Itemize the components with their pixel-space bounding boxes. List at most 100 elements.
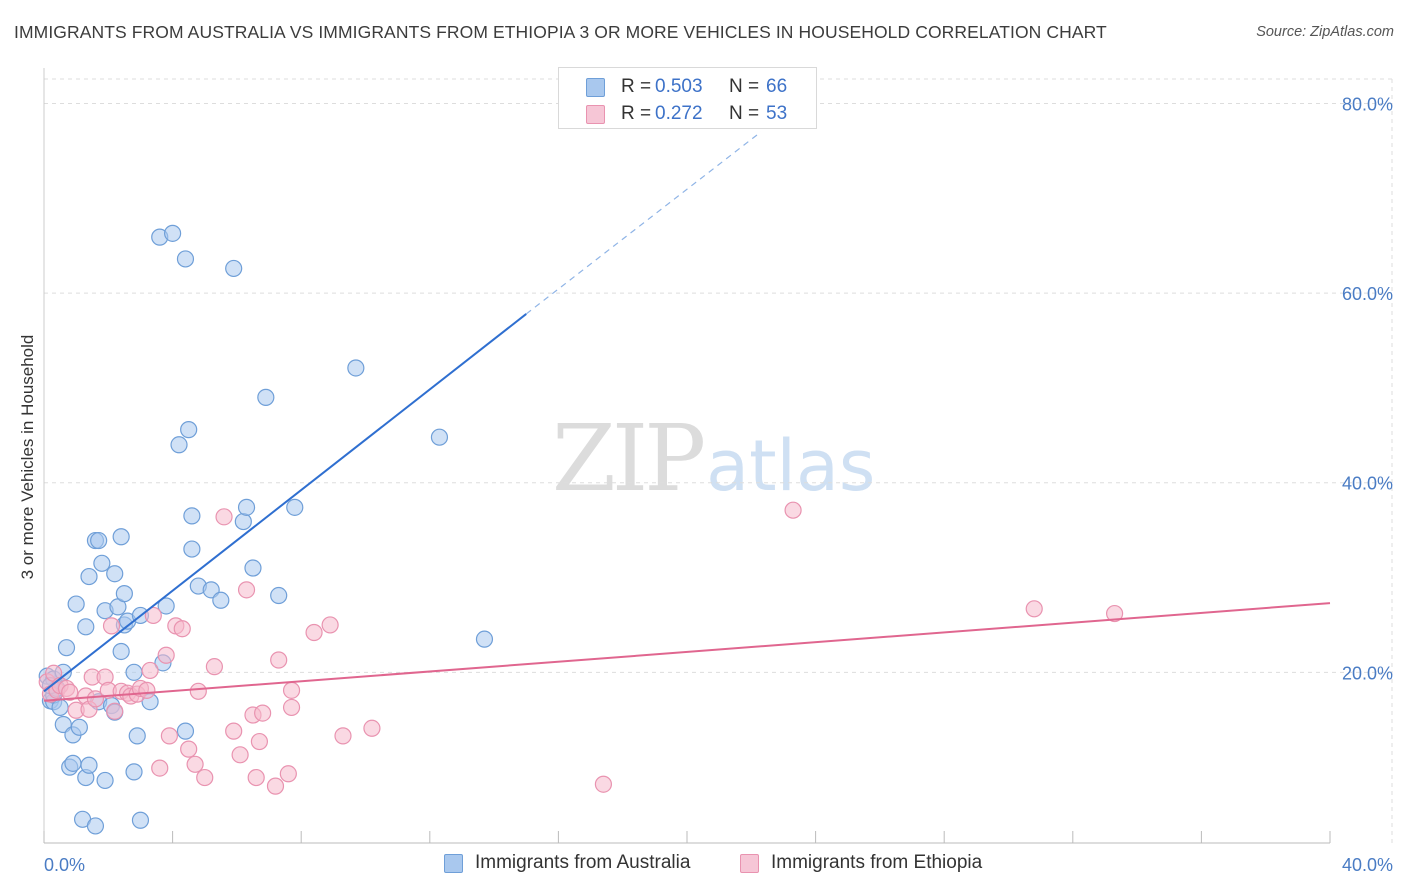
point-australia — [90, 531, 108, 550]
legend-r-label: R = — [621, 103, 652, 124]
point-australia — [93, 554, 111, 572]
point-australia — [257, 388, 275, 406]
point-ethiopia — [186, 755, 204, 773]
point-australia — [70, 718, 88, 736]
point-ethiopia — [61, 683, 79, 701]
legend-n-label: N = — [729, 103, 760, 124]
point-ethiopia — [254, 704, 272, 722]
point-ethiopia — [231, 746, 249, 764]
source-note: Source: ZipAtlas.com — [1256, 24, 1394, 40]
point-australia — [125, 763, 143, 781]
point-australia — [57, 639, 76, 657]
point-australia — [112, 528, 130, 546]
y-tick-label: 20.0% — [1342, 663, 1393, 683]
legend-n-value: 53 — [766, 103, 788, 124]
point-ethiopia — [215, 508, 233, 526]
point-australia — [170, 436, 188, 454]
point-ethiopia — [282, 681, 301, 699]
point-ethiopia — [1105, 604, 1124, 623]
series-name-ethiopia: Immigrants from Ethiopia — [771, 852, 983, 873]
legend-n-value: 66 — [766, 76, 788, 97]
point-ethiopia — [196, 768, 214, 787]
point-australia — [212, 591, 230, 609]
point-ethiopia — [1025, 600, 1043, 618]
point-australia — [106, 565, 124, 583]
point-australia — [77, 618, 95, 636]
point-australia — [157, 597, 175, 615]
point-australia — [67, 595, 85, 613]
point-ethiopia — [86, 690, 105, 708]
point-ethiopia — [173, 620, 191, 638]
point-ethiopia — [266, 777, 285, 795]
point-australia — [183, 540, 201, 558]
point-ethiopia — [106, 702, 124, 720]
legend-r-value: 0.503 — [655, 76, 703, 97]
point-australia — [244, 559, 262, 577]
point-ethiopia — [141, 661, 159, 680]
point-ethiopia — [282, 698, 301, 717]
point-australia — [131, 811, 150, 829]
legend-row-australia: R = 0.503 N = 66 — [559, 74, 787, 100]
point-australia — [128, 727, 146, 745]
series-legend: Immigrants from Australia Immigrants fro… — [0, 852, 1406, 878]
point-ethiopia — [279, 765, 297, 783]
legend-n-label: N = — [729, 76, 760, 97]
point-australia — [86, 817, 105, 835]
point-ethiopia — [594, 775, 613, 793]
point-australia — [475, 630, 494, 648]
series-legend-australia[interactable]: Immigrants from Australia — [444, 852, 690, 874]
point-ethiopia — [138, 681, 156, 699]
point-australia — [183, 507, 201, 525]
point-ethiopia — [225, 722, 243, 740]
point-australia — [286, 498, 304, 516]
point-australia — [176, 722, 195, 740]
point-ethiopia — [334, 727, 352, 745]
legend-r-value: 0.272 — [655, 103, 703, 124]
point-ethiopia — [321, 616, 339, 634]
x-tick-label: 0.0% — [44, 855, 85, 875]
point-ethiopia — [784, 501, 802, 519]
y-tick-label: 60.0% — [1342, 284, 1393, 304]
point-ethiopia — [247, 768, 265, 787]
trendline-australia-extension — [525, 131, 762, 315]
series-legend-ethiopia[interactable]: Immigrants from Ethiopia — [740, 852, 982, 874]
series-swatch-australia — [444, 853, 463, 873]
series-name-australia: Immigrants from Australia — [475, 852, 691, 873]
watermark-atlas: atlas — [706, 425, 876, 507]
point-ethiopia — [157, 646, 175, 664]
point-australia — [234, 512, 252, 531]
point-ethiopia — [205, 658, 223, 676]
trendline-australia — [43, 313, 527, 693]
point-ethiopia — [363, 719, 381, 737]
point-australia — [115, 585, 133, 603]
point-australia — [80, 756, 98, 774]
point-ethiopia — [270, 651, 288, 669]
series-swatch-ethiopia — [740, 853, 759, 873]
point-ethiopia — [237, 581, 256, 599]
point-ethiopia — [160, 727, 178, 745]
point-ethiopia — [305, 623, 323, 642]
legend-swatch-australia — [586, 77, 605, 97]
point-ethiopia — [144, 606, 162, 625]
point-australia — [270, 586, 288, 605]
legend-swatch-ethiopia — [586, 104, 605, 124]
correlation-legend: R = 0.503 N = 66 R = 0.272 N = 53 — [558, 67, 817, 129]
point-australia — [96, 771, 114, 790]
watermark-zip: ZIP — [552, 405, 706, 512]
point-australia — [112, 642, 130, 661]
chart-title: IMMIGRANTS FROM AUSTRALIA VS IMMIGRANTS … — [14, 22, 1107, 42]
point-ethiopia — [102, 617, 121, 635]
point-australia — [51, 698, 69, 717]
y-tick-label: 40.0% — [1342, 474, 1393, 494]
point-australia — [347, 359, 365, 377]
point-australia — [164, 224, 182, 242]
point-australia — [64, 754, 82, 772]
point-australia — [180, 421, 198, 439]
point-ethiopia — [151, 759, 169, 777]
point-ethiopia — [250, 732, 269, 751]
point-australia — [176, 250, 195, 268]
point-australia — [80, 567, 98, 586]
point-ethiopia — [180, 740, 198, 758]
point-ethiopia — [189, 682, 207, 700]
